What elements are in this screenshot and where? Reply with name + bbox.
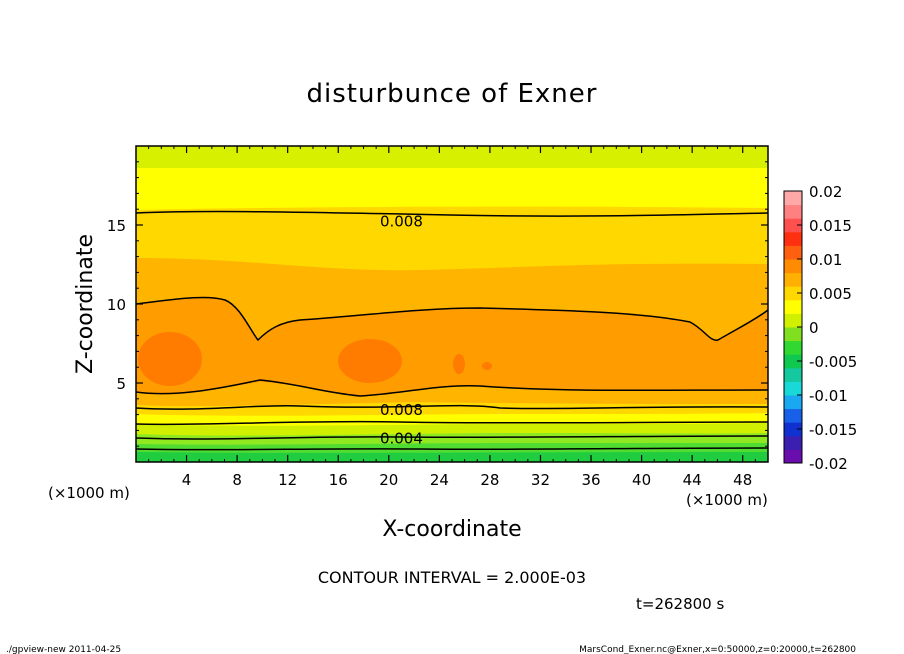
colorbar-tick-label: -0.015 (809, 421, 857, 439)
x-tick-label: 20 (379, 471, 398, 489)
x-unit-right: (×1000 m) (686, 491, 768, 509)
colorbar-segment (784, 272, 802, 287)
chart-title: disturbunce of Exner (307, 79, 598, 109)
x-tick-label: 48 (733, 471, 752, 489)
footer-right: MarsCond_Exner.nc@Exner,x=0:50000,z=0:20… (579, 645, 856, 654)
y-axis-label: Z-coordinate (73, 234, 98, 374)
colorbar-segment (784, 327, 802, 342)
time-text: t=262800 s (636, 595, 724, 613)
colorbar-segment (784, 191, 802, 206)
x-tick-label: 40 (632, 471, 651, 489)
colorbar-tick-label: 0.005 (809, 285, 852, 303)
colorbar-tick-label: 0.02 (809, 183, 842, 201)
y-tick-label: 10 (107, 296, 126, 314)
contour-line-0.004 (136, 435, 768, 440)
colorbar-segment (784, 381, 802, 396)
x-tick-label: 8 (232, 471, 242, 489)
colorbar-segment (784, 286, 802, 301)
contour-interval-text: CONTOUR INTERVAL = 2.000E-03 (318, 568, 586, 587)
colorbar-ticks: 0.02 0.015 0.01 0.005 0 -0.005 -0.01 -0.015 -0.0… (797, 183, 857, 473)
contour-fill-area (136, 146, 768, 462)
colorbar-segment (784, 395, 802, 410)
contour-label: 0.008 (380, 212, 423, 230)
contour-line-0.008-upper (136, 210, 768, 217)
x-tick-label: 28 (480, 471, 499, 489)
colorbar-segment (784, 231, 802, 246)
contour-label: 0.004 (380, 430, 423, 448)
x-tick-label: 24 (430, 471, 449, 489)
y-axis: 5 10 15 (107, 161, 768, 447)
blob-small-2 (482, 362, 492, 370)
band-darkgreen (136, 452, 768, 462)
contour-line-0.006 (136, 420, 768, 426)
colorbar-segment (784, 245, 802, 260)
colorbar-tick-label: -0.005 (809, 353, 857, 371)
colorbar-tick-label: -0.01 (809, 387, 848, 405)
blob-max-center (338, 339, 402, 383)
colorbar-segment (784, 218, 802, 233)
footer-left: ./gpview-new 2011-04-25 (6, 645, 121, 654)
x-axis: 4 8 12 16 20 24 28 32 36 40 44 48 (148, 146, 756, 489)
colorbar-segment (784, 204, 802, 219)
colorbar-segment (784, 408, 802, 423)
colorbar-tick-label: 0 (809, 319, 819, 337)
colorbar-segment (784, 313, 802, 328)
colorbar-segment (784, 422, 802, 437)
colorbar-tick-label: -0.02 (809, 455, 848, 473)
contour-labels: 0.008 0.008 0.004 (380, 212, 423, 448)
x-tick-label: 12 (278, 471, 297, 489)
x-unit-left: (×1000 m) (48, 484, 130, 502)
colorbar-segment (784, 449, 802, 464)
colorbar-tick-label: 0.015 (809, 217, 852, 235)
colorbar-tick-label: 0.01 (809, 251, 842, 269)
colorbar-segment (784, 340, 802, 355)
colorbar-segment (784, 259, 802, 274)
contour-line-0.008-lower (136, 404, 768, 410)
x-tick-label: 44 (683, 471, 702, 489)
blob-max-left (138, 332, 202, 386)
contour-line-0.01 (136, 296, 768, 342)
x-tick-label: 36 (581, 471, 600, 489)
y-tick-label: 15 (107, 217, 126, 235)
contour-line-0.01-lower (136, 379, 768, 397)
colorbar-segment (784, 354, 802, 369)
x-tick-label: 4 (182, 471, 192, 489)
contour-line-0.002 (136, 447, 768, 451)
colorbar (784, 191, 802, 464)
y-tick-label: 5 (116, 375, 126, 393)
colorbar-segment (784, 435, 802, 450)
blob-small-1 (453, 354, 465, 374)
x-axis-label: X-coordinate (382, 517, 521, 542)
colorbar-segment (784, 299, 802, 314)
colorbar-segment (784, 367, 802, 382)
x-tick-label: 16 (329, 471, 348, 489)
x-tick-label: 32 (531, 471, 550, 489)
contour-label: 0.008 (380, 401, 423, 419)
